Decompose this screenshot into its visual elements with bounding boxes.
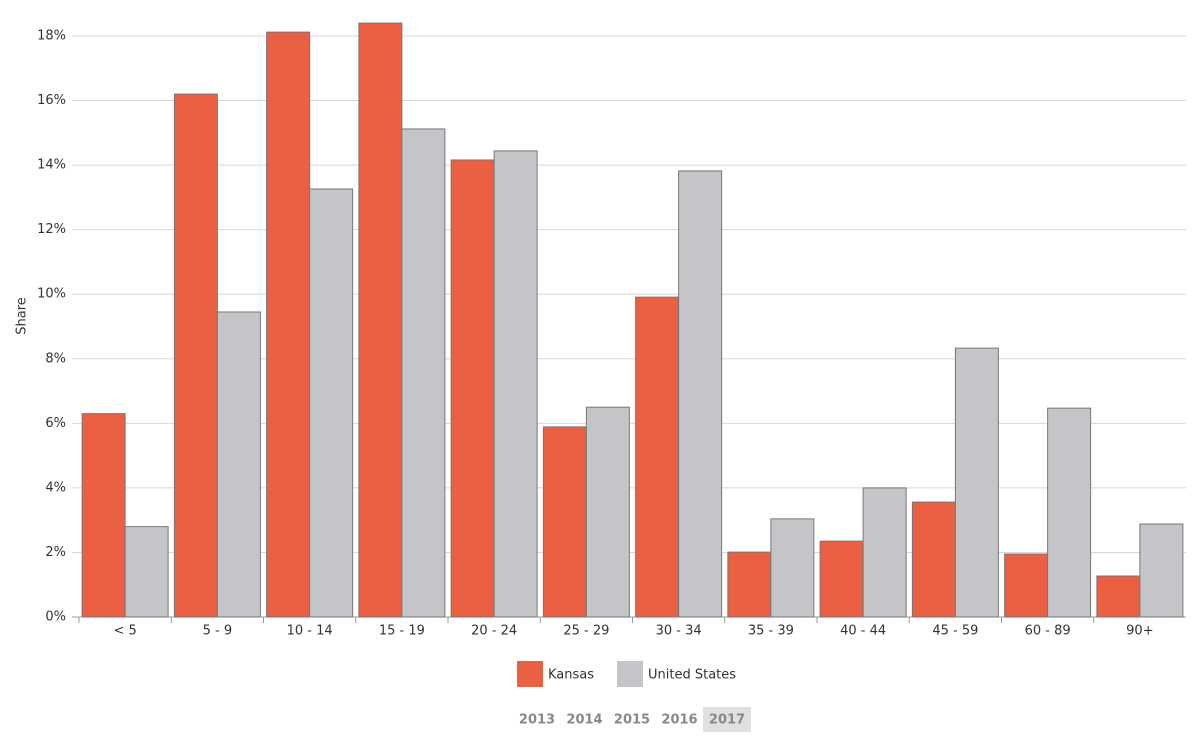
bar [401,128,446,618]
bar [266,31,311,618]
y-tick-label: 8% [45,351,66,366]
bar [954,347,999,618]
bar [1139,523,1184,618]
legend-swatch [517,661,543,687]
y-axis-label: Share [15,297,30,335]
bar [309,188,354,618]
y-tick-label: 14% [37,158,66,173]
y-tick-label: 18% [37,29,66,44]
bar [585,406,630,618]
bar [450,159,495,618]
bar [216,311,261,618]
bar [862,487,907,618]
y-tick-label: 4% [45,480,66,495]
x-tick-label: 15 - 19 [379,624,425,639]
x-tick-label: 5 - 9 [203,624,233,639]
y-tick-label: 2% [45,545,66,560]
legend-label: Kansas [548,668,594,683]
year-button[interactable]: 2017 [709,713,745,728]
year-button[interactable]: 2016 [661,713,697,728]
y-tick-label: 16% [37,93,66,108]
x-tick-label: 25 - 29 [563,624,609,639]
bar [1096,575,1141,618]
year-button[interactable]: 2013 [519,713,555,728]
y-tick-label: 10% [37,287,66,302]
bar [124,526,169,618]
bar [1004,553,1049,618]
x-tick-label: 40 - 44 [840,624,886,639]
bar [819,540,864,618]
year-button[interactable]: 2014 [566,713,602,728]
y-tick-label: 0% [45,610,66,625]
bar [678,170,723,618]
legend-swatch [617,661,643,687]
year-selected-bg [703,707,751,732]
legend-label: United States [648,668,736,683]
bar [635,296,680,618]
bar [493,150,538,618]
y-tick-label: 6% [45,416,66,431]
y-tick-label: 12% [37,222,66,237]
x-tick-label: 90+ [1126,624,1153,639]
bar [1047,407,1092,618]
x-tick-label: 30 - 34 [656,624,702,639]
bar [770,518,815,618]
year-button[interactable]: 2015 [614,713,650,728]
x-tick-label: 35 - 39 [748,624,794,639]
x-tick-label: < 5 [113,624,136,639]
x-tick-label: 60 - 89 [1025,624,1071,639]
bar [542,426,587,618]
bar [911,501,956,618]
bar [173,93,218,618]
x-tick-label: 20 - 24 [471,624,517,639]
bar [727,551,772,618]
bar [358,22,403,618]
x-tick-label: 45 - 59 [932,624,978,639]
bar [81,413,126,618]
x-tick-label: 10 - 14 [287,624,333,639]
